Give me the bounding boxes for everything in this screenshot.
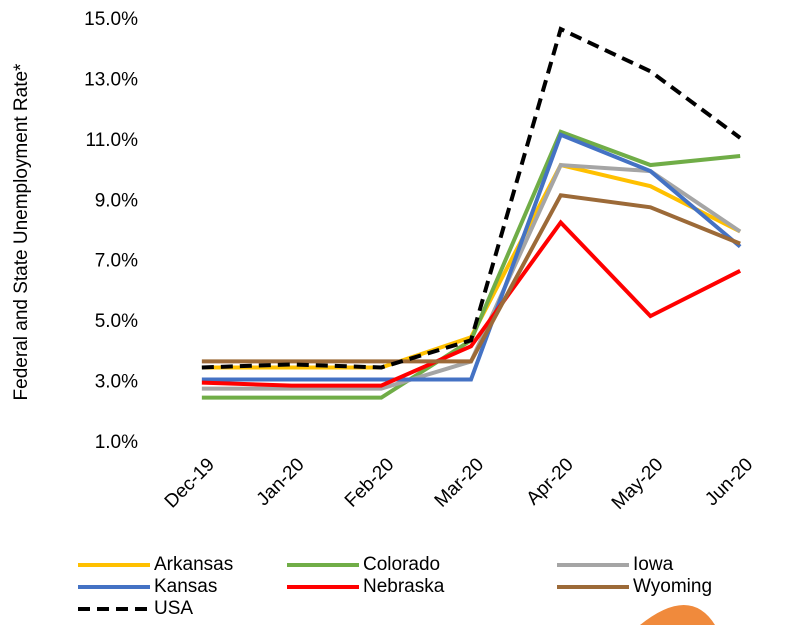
- series-line: [201, 162, 742, 391]
- legend-label: Nebraska: [363, 576, 445, 597]
- y-tick-label: 5.0%: [95, 311, 138, 332]
- x-tick-label: May-20: [608, 454, 668, 514]
- y-tick-label: 15.0%: [84, 9, 138, 30]
- x-tick-label: Jun-20: [701, 454, 757, 510]
- x-tick-label: Dec-19: [161, 454, 219, 512]
- y-tick-label: 9.0%: [95, 190, 138, 211]
- x-tick-label: Jan-20: [253, 454, 309, 510]
- y-tick-label: 1.0%: [95, 432, 138, 453]
- x-tick-label: Apr-20: [523, 454, 578, 509]
- legend-label: Arkansas: [154, 554, 233, 575]
- decoration: [640, 605, 715, 625]
- y-tick-label: 13.0%: [84, 69, 138, 90]
- y-axis-title: Federal and State Unemployment Rate*: [11, 63, 32, 401]
- series-line: [201, 193, 741, 364]
- series-line: [201, 132, 742, 382]
- y-tick-label: 7.0%: [95, 251, 138, 272]
- legend-label: Wyoming: [633, 576, 712, 597]
- legend-label: Iowa: [633, 554, 674, 575]
- series-line: [201, 219, 742, 388]
- y-tick-label: 11.0%: [86, 130, 139, 151]
- y-tick-label: 3.0%: [95, 372, 138, 393]
- x-tick-label: Feb-20: [341, 454, 398, 511]
- series-line: [201, 26, 742, 370]
- legend-label: Kansas: [154, 576, 217, 597]
- x-tick-label: Mar-20: [431, 454, 488, 511]
- legend-label: USA: [154, 598, 193, 619]
- legend-label: Colorado: [363, 554, 440, 575]
